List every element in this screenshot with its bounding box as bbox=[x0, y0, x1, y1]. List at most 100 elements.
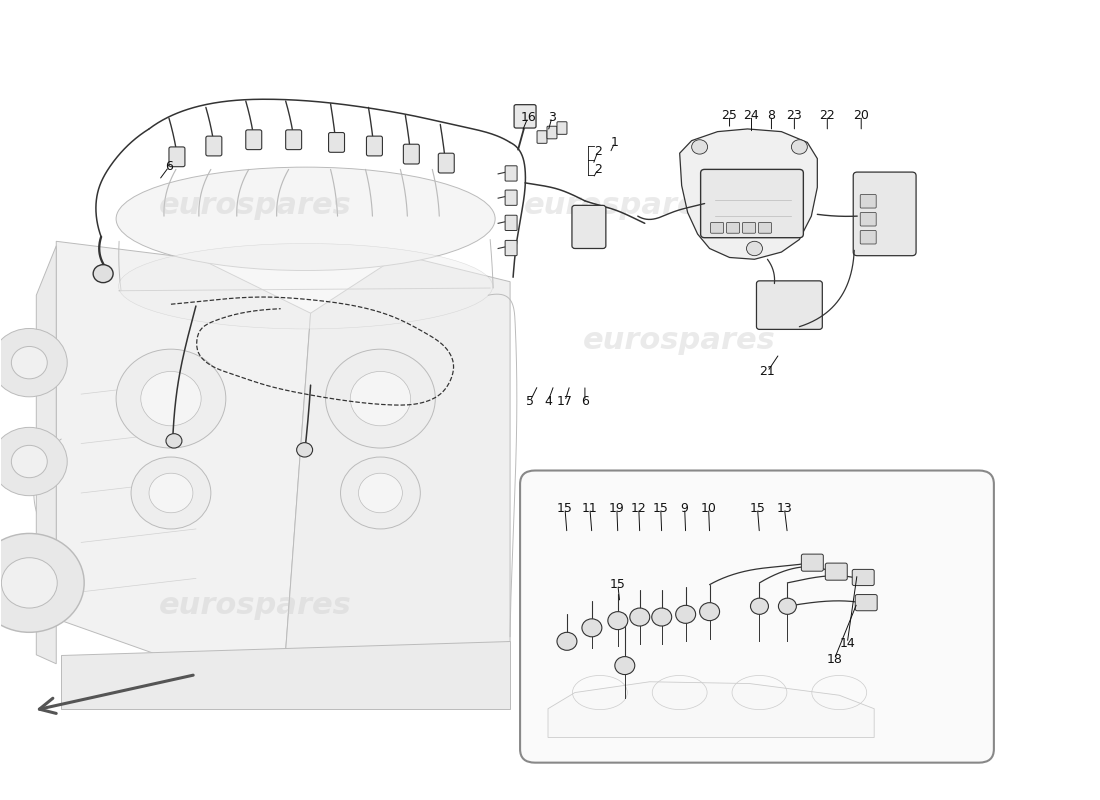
Circle shape bbox=[11, 346, 47, 379]
Text: 14: 14 bbox=[839, 637, 855, 650]
Text: 2: 2 bbox=[594, 163, 602, 176]
Text: 16: 16 bbox=[520, 110, 536, 124]
Circle shape bbox=[608, 612, 628, 630]
Text: 1: 1 bbox=[610, 136, 619, 149]
Circle shape bbox=[791, 140, 807, 154]
FancyBboxPatch shape bbox=[537, 130, 547, 143]
Text: eurospares: eurospares bbox=[583, 326, 775, 354]
FancyBboxPatch shape bbox=[404, 144, 419, 164]
Circle shape bbox=[779, 598, 796, 614]
Circle shape bbox=[0, 534, 85, 632]
FancyBboxPatch shape bbox=[757, 281, 823, 330]
Text: 6: 6 bbox=[581, 395, 589, 408]
Polygon shape bbox=[56, 242, 310, 668]
FancyBboxPatch shape bbox=[520, 470, 994, 762]
Circle shape bbox=[630, 608, 650, 626]
FancyBboxPatch shape bbox=[855, 594, 877, 610]
Polygon shape bbox=[680, 129, 817, 259]
Text: 3: 3 bbox=[548, 110, 556, 124]
Text: 12: 12 bbox=[631, 502, 647, 514]
Text: 23: 23 bbox=[786, 109, 802, 122]
Text: 17: 17 bbox=[557, 395, 573, 408]
Text: 7: 7 bbox=[346, 0, 354, 2]
Text: 11: 11 bbox=[582, 502, 597, 514]
Circle shape bbox=[557, 632, 576, 650]
Text: eurospares: eurospares bbox=[160, 191, 352, 220]
Text: 13: 13 bbox=[777, 502, 792, 514]
Text: 5: 5 bbox=[526, 395, 535, 408]
Text: 6: 6 bbox=[165, 160, 173, 173]
Circle shape bbox=[297, 442, 312, 457]
FancyBboxPatch shape bbox=[438, 154, 454, 173]
Circle shape bbox=[615, 657, 635, 674]
FancyBboxPatch shape bbox=[825, 563, 847, 580]
Ellipse shape bbox=[117, 167, 495, 270]
Text: 15: 15 bbox=[749, 502, 766, 514]
Text: 15: 15 bbox=[652, 502, 669, 514]
FancyBboxPatch shape bbox=[329, 133, 344, 152]
FancyBboxPatch shape bbox=[206, 136, 222, 156]
Text: 20: 20 bbox=[854, 109, 869, 122]
FancyBboxPatch shape bbox=[860, 213, 877, 226]
Ellipse shape bbox=[119, 243, 493, 329]
Circle shape bbox=[166, 434, 182, 448]
Circle shape bbox=[692, 140, 707, 154]
FancyBboxPatch shape bbox=[727, 222, 739, 234]
Text: 15: 15 bbox=[557, 502, 573, 514]
FancyBboxPatch shape bbox=[505, 166, 517, 181]
Text: 15: 15 bbox=[609, 578, 626, 591]
FancyBboxPatch shape bbox=[245, 130, 262, 150]
FancyBboxPatch shape bbox=[286, 130, 301, 150]
Circle shape bbox=[341, 457, 420, 529]
Text: 10: 10 bbox=[701, 502, 716, 514]
FancyBboxPatch shape bbox=[557, 122, 566, 134]
Circle shape bbox=[359, 474, 403, 513]
FancyBboxPatch shape bbox=[711, 222, 724, 234]
FancyBboxPatch shape bbox=[505, 215, 517, 230]
Text: 4: 4 bbox=[544, 395, 552, 408]
Text: eurospares: eurospares bbox=[524, 191, 716, 220]
FancyBboxPatch shape bbox=[169, 147, 185, 166]
FancyBboxPatch shape bbox=[759, 222, 771, 234]
Polygon shape bbox=[62, 642, 510, 709]
Polygon shape bbox=[36, 246, 56, 664]
Circle shape bbox=[1, 558, 57, 608]
Text: 22: 22 bbox=[820, 109, 835, 122]
Circle shape bbox=[148, 474, 192, 513]
FancyBboxPatch shape bbox=[742, 222, 756, 234]
Circle shape bbox=[750, 598, 769, 614]
Polygon shape bbox=[548, 682, 874, 738]
Circle shape bbox=[117, 349, 226, 448]
FancyBboxPatch shape bbox=[860, 194, 877, 208]
Polygon shape bbox=[286, 254, 510, 668]
Circle shape bbox=[350, 371, 410, 426]
Text: 25: 25 bbox=[722, 109, 737, 122]
Circle shape bbox=[675, 606, 695, 623]
Text: 9: 9 bbox=[681, 502, 689, 514]
FancyBboxPatch shape bbox=[514, 105, 536, 128]
FancyBboxPatch shape bbox=[366, 136, 383, 156]
FancyBboxPatch shape bbox=[701, 170, 803, 238]
FancyBboxPatch shape bbox=[860, 230, 877, 244]
FancyBboxPatch shape bbox=[505, 190, 517, 206]
Text: 21: 21 bbox=[760, 365, 775, 378]
FancyBboxPatch shape bbox=[802, 554, 823, 571]
Circle shape bbox=[141, 371, 201, 426]
FancyBboxPatch shape bbox=[852, 570, 874, 586]
Text: 24: 24 bbox=[744, 109, 759, 122]
Circle shape bbox=[94, 265, 113, 282]
FancyBboxPatch shape bbox=[572, 206, 606, 249]
Text: 18: 18 bbox=[826, 653, 843, 666]
FancyBboxPatch shape bbox=[547, 126, 557, 139]
Circle shape bbox=[747, 242, 762, 256]
Circle shape bbox=[11, 446, 47, 478]
Text: eurospares: eurospares bbox=[160, 591, 352, 620]
Circle shape bbox=[0, 329, 67, 397]
Circle shape bbox=[0, 427, 67, 496]
Text: 2: 2 bbox=[594, 145, 602, 158]
Text: 8: 8 bbox=[768, 109, 776, 122]
FancyBboxPatch shape bbox=[854, 172, 916, 256]
FancyBboxPatch shape bbox=[505, 241, 517, 256]
Circle shape bbox=[651, 608, 672, 626]
Circle shape bbox=[326, 349, 436, 448]
